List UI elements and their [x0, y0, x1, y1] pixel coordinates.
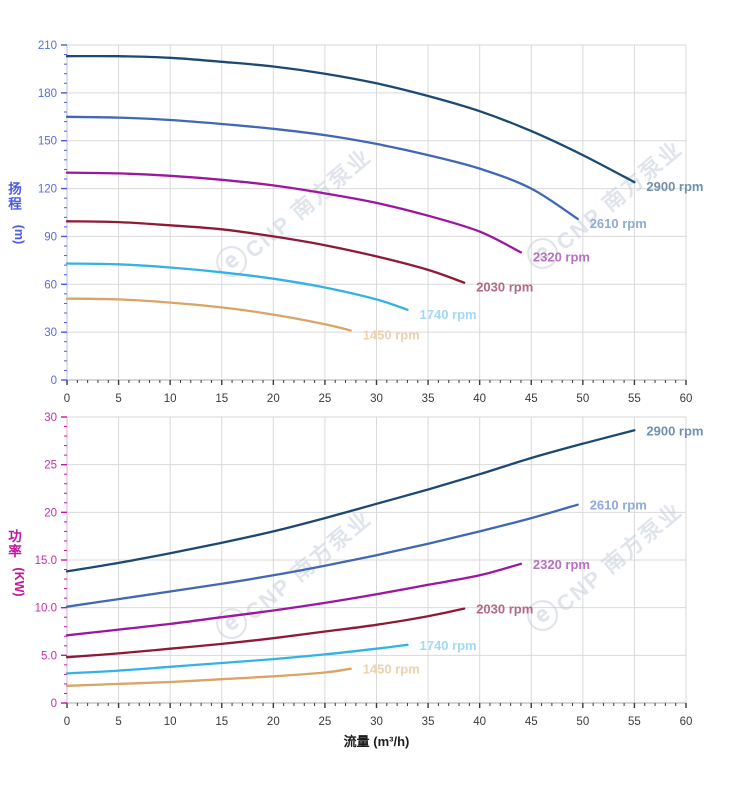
x-tick-label: 25 — [319, 393, 332, 405]
y-axis-title-unit: (KW) — [12, 567, 26, 596]
series-label-2610-rpm: 2610 rpm — [590, 498, 647, 513]
watermark: ⓔCNP 南方泵业 — [209, 137, 378, 287]
series-label-2610-rpm: 2610 rpm — [590, 216, 647, 231]
curve-1740-rpm — [65, 262, 409, 311]
x-tick-label: 30 — [370, 716, 383, 728]
curve-2320-rpm — [65, 562, 523, 637]
x-tick-label: 35 — [422, 393, 435, 405]
y-axis-title-char: 功 — [8, 529, 22, 544]
y-tick-label: 0 — [51, 375, 57, 387]
x-axis-label: 流量 (m³/h) — [343, 734, 410, 749]
curve-1450-rpm — [65, 667, 352, 687]
curve-2610-rpm — [65, 503, 579, 608]
series-label-2030-rpm: 2030 rpm — [476, 280, 533, 295]
curve-1740-rpm — [65, 643, 409, 675]
curve-1450-rpm — [65, 297, 352, 332]
curve-2610-rpm — [65, 115, 579, 221]
series-label-1450-rpm: 1450 rpm — [363, 328, 420, 343]
y-tick-label: 30 — [44, 327, 57, 339]
series-label-1450-rpm: 1450 rpm — [363, 662, 420, 677]
curve-2030-rpm — [65, 607, 466, 659]
y-tick-label: 25 — [44, 460, 57, 472]
y-axis-title-char: 扬 — [8, 181, 22, 197]
x-tick-label: 5 — [115, 716, 121, 728]
y-tick-label: 150 — [38, 136, 57, 148]
series-label-2320-rpm: 2320 rpm — [533, 557, 590, 572]
y-tick-label: 15.0 — [35, 555, 57, 567]
x-tick-label: 10 — [164, 716, 177, 728]
series-label-2030-rpm: 2030 rpm — [476, 602, 533, 617]
series-label-2900-rpm: 2900 rpm — [646, 179, 703, 194]
curve-2320-rpm — [65, 171, 523, 254]
x-tick-label: 55 — [628, 393, 641, 405]
y-axis-title-char: 程 — [8, 197, 22, 212]
y-tick-label: 30 — [44, 412, 57, 424]
y-tick-label: 210 — [38, 40, 57, 52]
x-tick-label: 55 — [628, 716, 641, 728]
y-tick-label: 60 — [44, 279, 57, 291]
x-tick-label: 10 — [164, 393, 177, 405]
y-axis-title-unit: (m) — [12, 225, 26, 244]
x-tick-label: 20 — [267, 393, 280, 405]
x-tick-label: 60 — [680, 393, 693, 405]
y-tick-label: 0 — [51, 698, 57, 710]
x-tick-label: 50 — [576, 393, 589, 405]
x-tick-label: 40 — [473, 393, 486, 405]
x-tick-label: 0 — [64, 716, 70, 728]
x-tick-label: 20 — [267, 716, 280, 728]
x-tick-label: 0 — [64, 393, 70, 405]
x-tick-label: 15 — [215, 393, 228, 405]
x-tick-label: 45 — [525, 393, 538, 405]
y-tick-label: 20 — [44, 507, 57, 519]
curve-2900-rpm — [65, 429, 636, 573]
y-axis-title-char: 率 — [8, 543, 22, 559]
y-tick-label: 180 — [38, 88, 57, 100]
series-label-2320-rpm: 2320 rpm — [533, 249, 590, 264]
x-tick-label: 15 — [215, 716, 228, 728]
x-tick-label: 40 — [473, 716, 486, 728]
series-label-1740-rpm: 1740 rpm — [420, 307, 477, 322]
y-tick-label: 10.0 — [35, 603, 57, 615]
series-label-1740-rpm: 1740 rpm — [420, 638, 477, 653]
x-tick-label: 5 — [115, 393, 121, 405]
y-tick-label: 120 — [38, 184, 57, 196]
watermark: ⓔCNP 南方泵业 — [209, 499, 378, 649]
series-label-2900-rpm: 2900 rpm — [646, 423, 703, 438]
x-tick-label: 25 — [319, 716, 332, 728]
x-tick-label: 50 — [576, 716, 589, 728]
x-tick-label: 45 — [525, 716, 538, 728]
x-tick-label: 30 — [370, 393, 383, 405]
x-tick-label: 60 — [680, 716, 693, 728]
y-tick-label: 90 — [44, 231, 57, 243]
curve-2900-rpm — [65, 54, 636, 184]
x-tick-label: 35 — [422, 716, 435, 728]
y-tick-label: 5.0 — [41, 650, 57, 662]
curve-2030-rpm — [65, 220, 466, 284]
